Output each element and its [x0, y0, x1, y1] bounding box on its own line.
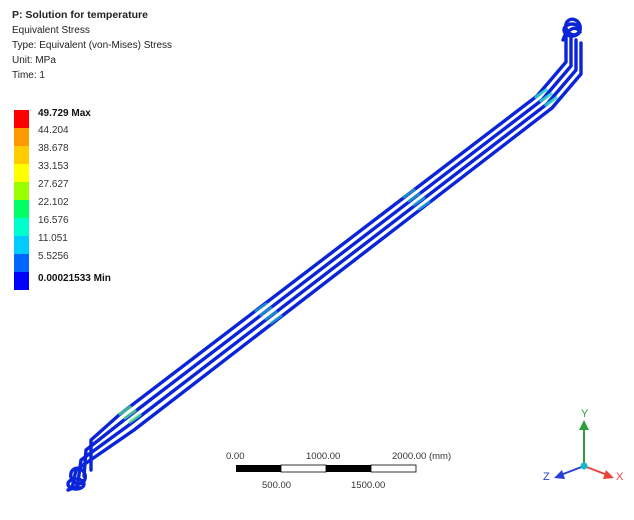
result-name: Equivalent Stress [12, 25, 90, 36]
scale-label-1500: 1500.00 [351, 480, 386, 491]
legend-swatch-6 [14, 200, 29, 218]
legend-max-label: 49.729 Max [38, 108, 91, 119]
pipe-end-top [561, 17, 582, 42]
result-info-panel: P: Solution for temperature Equivalent S… [12, 8, 172, 83]
scale-label-1000: 1000.00 [306, 451, 341, 462]
legend-swatch-5 [14, 182, 29, 200]
scale-label-0: 0.00 [226, 451, 245, 462]
legend-min-label: 0.00021533 Min [38, 273, 111, 284]
legend-value-3: 33.153 [38, 161, 69, 172]
legend-swatch-7 [14, 218, 29, 236]
legend-value-7: 11.051 [38, 233, 68, 244]
legend-swatch-3 [14, 146, 29, 164]
stress-highlight-lower [118, 405, 142, 424]
legend-swatch-10 [14, 272, 29, 290]
result-type: Type: Equivalent (von-Mises) Stress [12, 40, 173, 51]
legend-value-5: 22.102 [38, 197, 69, 208]
legend-value-8: 5.5256 [38, 251, 69, 262]
triad-z-label: Z [543, 471, 550, 483]
legend-value-2: 38.678 [38, 143, 69, 154]
stress-highlight-mid-upper [402, 188, 431, 211]
pipe-tube-2 [82, 36, 573, 478]
axis-triad[interactable] [554, 420, 614, 479]
legend-value-1: 44.204 [38, 125, 69, 136]
pipe-tube-3 [76, 38, 578, 484]
pipe-tube-1 [89, 33, 568, 472]
legend-swatch-4 [14, 164, 29, 182]
pipe-tube-4 [70, 41, 583, 490]
legend-swatch-8 [14, 236, 29, 254]
stress-highlight-upper [534, 88, 558, 107]
result-time: Time: 1 [12, 70, 45, 81]
solution-title: P: Solution for temperature [12, 9, 148, 21]
stress-highlight-mid-lower [254, 302, 283, 325]
scale-label-2000: 2000.00 (mm) [392, 451, 452, 462]
triad-x-label: X [616, 471, 624, 483]
pipe-end-bottom [66, 466, 87, 492]
legend-value-4: 27.627 [38, 179, 69, 190]
legend-value-6: 16.576 [38, 215, 69, 226]
result-unit: Unit: MPa [12, 55, 56, 66]
legend-swatch-2 [14, 128, 29, 146]
legend-swatch-1 [14, 110, 29, 128]
legend-swatch-9 [14, 254, 29, 272]
scale-label-500: 500.00 [262, 480, 292, 491]
triad-y-label: Y [581, 408, 589, 420]
scale-bar [236, 464, 417, 473]
